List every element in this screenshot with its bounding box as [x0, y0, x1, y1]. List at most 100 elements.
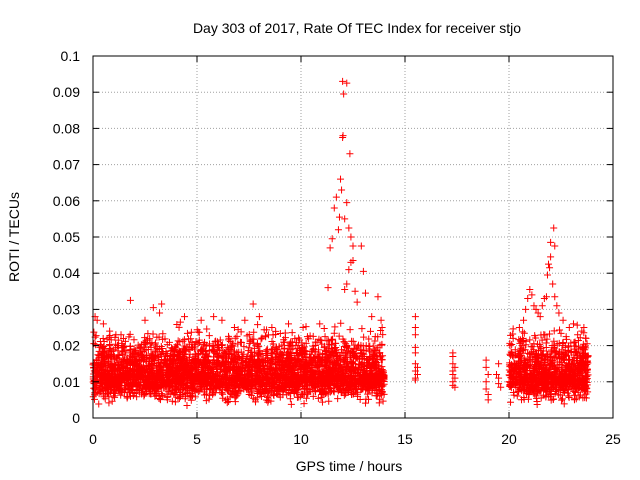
band-point-0-3533	[325, 367, 333, 375]
band-point-0-3440	[186, 392, 194, 400]
band-point-0-3610	[324, 337, 332, 345]
band-point-0-2949	[232, 392, 240, 400]
band-point-0-3481	[140, 391, 148, 399]
data-point-11	[181, 313, 189, 321]
band-point-0-3119	[280, 336, 288, 344]
band-point-1-953	[562, 333, 570, 341]
data-point-108	[547, 238, 555, 246]
data-point-118	[574, 331, 582, 339]
data-point-111	[549, 280, 557, 288]
band-point-1-796	[518, 365, 526, 373]
band-point-0-3319	[148, 361, 156, 369]
band-point-0-2129	[187, 328, 195, 336]
data-point-93	[522, 305, 530, 313]
band-point-0-3198	[199, 341, 207, 349]
data-point-77	[451, 383, 459, 391]
band-point-1-926	[532, 376, 540, 384]
band-point-1-971	[522, 359, 530, 367]
band-point-1-615	[535, 387, 543, 395]
data-point-113	[553, 302, 561, 310]
band-point-0-2932	[98, 351, 106, 359]
band-point-0-3141	[276, 366, 284, 374]
band-point-0-269	[216, 336, 224, 344]
data-point-34	[340, 90, 348, 98]
band-point-0-3394	[243, 332, 251, 340]
data-point-57	[411, 313, 419, 321]
band-point-1-199	[532, 334, 540, 342]
band-point-1-866	[524, 379, 532, 387]
band-point-1-578	[567, 339, 575, 347]
band-point-0-3252	[378, 356, 386, 364]
band-point-0-2965	[229, 377, 237, 385]
band-point-0-3544	[345, 385, 353, 393]
band-point-0-3625	[329, 347, 337, 355]
band-point-0-2566	[271, 382, 279, 390]
band-point-1-907	[535, 386, 543, 394]
band-point-0-3367	[216, 384, 224, 392]
band-point-0-3226	[110, 346, 118, 354]
band-point-0-684	[349, 337, 357, 345]
band-point-0-3598	[241, 376, 249, 384]
data-point-91	[515, 324, 523, 331]
data-point-112	[551, 293, 559, 301]
band-point-0-3613	[259, 375, 267, 383]
band-point-0-3557	[152, 353, 160, 361]
data-point-26	[330, 204, 338, 212]
data-point-90	[509, 334, 517, 342]
band-point-0-3540	[368, 389, 376, 397]
band-point-0-1864	[374, 333, 382, 341]
band-point-0-3560	[318, 386, 326, 394]
band-point-0-3044	[112, 340, 120, 348]
band-point-0-3095	[227, 346, 235, 354]
y-tick-label-7: 0.07	[53, 157, 80, 173]
data-point-70	[449, 360, 457, 368]
band-point-0-780	[258, 334, 266, 342]
data-point-15	[230, 324, 238, 331]
band-point-1-874	[510, 353, 518, 361]
x-tick-label-0: 0	[89, 431, 97, 447]
band-point-0-3313	[287, 357, 295, 365]
band-point-0-3142	[355, 364, 363, 372]
band-point-0-3475	[151, 389, 159, 397]
band-point-0-3340	[324, 371, 332, 379]
band-point-0-3624	[115, 373, 123, 381]
band-point-1-894	[517, 351, 525, 359]
data-point-61	[411, 349, 419, 357]
band-point-0-3093	[149, 376, 157, 384]
y-axis-label: ROTI / TECUs	[6, 192, 22, 282]
band-point-0-2332	[340, 358, 348, 366]
band-point-0-1591	[358, 325, 366, 333]
band-point-1-721	[555, 354, 563, 362]
band-point-0-2482	[253, 390, 261, 398]
band-point-1-946	[507, 367, 515, 375]
band-point-0-520	[180, 336, 188, 344]
band-point-0-3616	[281, 371, 289, 379]
band-point-0-3183	[263, 346, 271, 354]
band-point-0-3342	[127, 346, 135, 354]
band-point-1-558	[518, 387, 526, 395]
band-point-0-3263	[105, 333, 113, 341]
band-point-0-1851	[287, 338, 295, 346]
band-point-1-532	[507, 398, 515, 406]
data-point-114	[555, 309, 563, 317]
band-point-0-1356	[156, 395, 164, 403]
band-point-0-3608	[293, 379, 301, 387]
band-point-0-3393	[264, 369, 272, 377]
band-point-1-937	[538, 365, 546, 373]
band-point-0-3477	[231, 364, 239, 372]
band-point-0-3514	[362, 386, 370, 394]
y-tick-label-10: 0.1	[61, 48, 81, 64]
band-point-1-968	[562, 372, 570, 380]
band-point-0-435	[90, 328, 98, 336]
data-point-4	[112, 331, 120, 339]
data-point-20	[285, 320, 293, 328]
band-point-0-3268	[294, 386, 302, 394]
band-point-0-2607	[205, 332, 213, 340]
band-point-0-3568	[360, 361, 368, 369]
band-point-0-1260	[161, 335, 169, 343]
band-point-0-3127	[334, 395, 342, 403]
band-point-1-871	[521, 386, 529, 394]
band-point-0-3553	[296, 382, 304, 390]
band-point-1-916	[543, 369, 551, 377]
band-point-1-204	[511, 346, 519, 354]
